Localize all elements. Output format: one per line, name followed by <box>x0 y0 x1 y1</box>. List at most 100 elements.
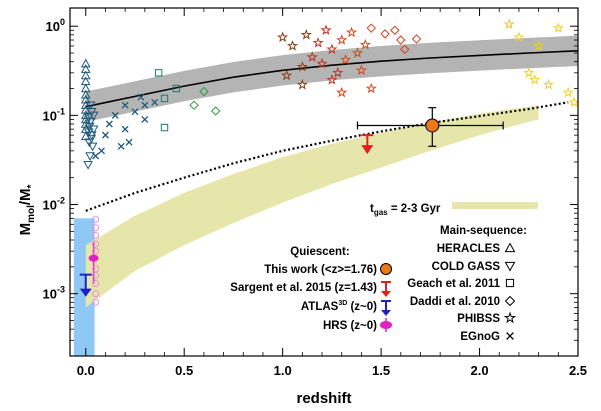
x-tick-label-0: 0.0 <box>77 363 95 378</box>
daddi-et-al-2010-point-5 <box>390 25 400 35</box>
phibss-point-12 <box>340 53 352 65</box>
cold-gass-point-9 <box>85 117 96 127</box>
hrs-galaxy-7 <box>92 280 100 287</box>
legend-marker-1 <box>504 261 516 272</box>
cold-gass-point-0 <box>83 113 94 123</box>
egnog-point-5 <box>137 93 145 101</box>
legend-heracles-label: HERACLES <box>437 243 501 255</box>
phibss-point-1 <box>280 69 293 81</box>
hrs-galaxy-2 <box>92 231 100 239</box>
hrs-galaxy-5 <box>92 265 100 273</box>
phibss-point-18 <box>296 78 308 90</box>
x-tick-label-3: 1.5 <box>372 363 390 378</box>
legend-egnog-label: EGnoG <box>460 331 500 343</box>
phibss-point-28 <box>562 86 574 98</box>
phibss-point-20 <box>336 86 348 98</box>
heracles-point-2 <box>80 70 91 80</box>
phibss-point-15 <box>355 64 368 76</box>
legend-quiescent-title: Quiescent: <box>290 246 349 258</box>
legend-sargent-arrow <box>381 291 391 297</box>
egnog-point-8 <box>125 138 133 146</box>
legend-marker-2 <box>505 278 515 288</box>
phibss-point-17 <box>365 82 377 94</box>
daddi-et-al-2010-point-1 <box>199 86 209 97</box>
hrs-galaxy-1 <box>92 224 100 232</box>
phibss-point-4 <box>300 28 312 40</box>
y-tick-label-3: 100 <box>46 17 65 34</box>
phibss-point-10 <box>332 66 344 78</box>
cold-gass-point-7 <box>83 160 93 170</box>
data-layer <box>79 18 578 306</box>
x-tick-label-2: 1.0 <box>274 363 292 378</box>
axes-layer: 0.0 0.5 1.0 1.5 2.0 2.5 10-3 10-2 10-1 100 <box>43 7 587 378</box>
hrs-galaxy-8 <box>92 290 100 298</box>
legend-markers <box>380 242 517 340</box>
egnog-point-6 <box>141 115 149 123</box>
phibss-point-0 <box>277 31 289 43</box>
cold-gass-point-13 <box>88 111 99 121</box>
phibss-point-7 <box>316 57 328 69</box>
daddi-et-al-2010-point-8 <box>411 34 422 44</box>
x-tick-label-1: 0.5 <box>175 363 193 378</box>
legend-marker-4 <box>503 311 517 324</box>
scaling-relation-band <box>85 35 578 122</box>
tgas-label: tgas = 2-3 Gyr <box>370 203 441 217</box>
legend-marker-5 <box>506 332 514 340</box>
legend-daddi-label: Daddi et al. 2010 <box>410 296 500 308</box>
daddi-et-al-2010-point-7 <box>400 44 410 55</box>
phibss-point-29 <box>568 96 578 108</box>
egnog-point-11 <box>117 142 125 150</box>
daddi-et-al-2010-point-0 <box>189 100 199 110</box>
cold-gass-point-5 <box>87 142 98 152</box>
legend-atlas3d-label: ATLAS3D (z~0) <box>301 300 377 313</box>
egnog-point-2 <box>121 101 129 109</box>
legend-marker-3 <box>504 295 516 307</box>
phibss-point-9 <box>326 43 338 55</box>
phibss-point-5 <box>306 51 318 62</box>
egnog-point-9 <box>98 147 105 155</box>
phibss-point-19 <box>326 74 338 85</box>
hrs-galaxy-9 <box>92 298 100 306</box>
legend-coldgass-label: COLD GASS <box>432 261 501 273</box>
egnog-point-3 <box>121 125 129 133</box>
heracles-point-9 <box>80 110 91 120</box>
egnog-point-10 <box>105 120 113 128</box>
plot-frame <box>69 7 579 357</box>
legend-hrs-marker <box>380 321 392 329</box>
legend-sargent-label: Sargent et al. 2015 (z=1.43) <box>230 282 377 294</box>
phibss-point-26 <box>542 78 554 90</box>
phibss-point-14 <box>351 47 364 58</box>
phibss-point-13 <box>345 26 358 38</box>
y-axis-label: Mmol/M* <box>17 184 37 235</box>
phibss-point-3 <box>296 61 308 72</box>
phibss-point-11 <box>336 34 348 45</box>
phibss-point-21 <box>503 18 515 30</box>
legend-phibss-label: PHIBSS <box>457 313 500 325</box>
phibss-point-16 <box>359 38 371 50</box>
hrs-galaxy-4 <box>92 247 100 255</box>
egnog-point-1 <box>111 111 119 119</box>
hrs-point <box>88 254 99 262</box>
phibss-point-27 <box>552 22 564 33</box>
geach-et-al-2011-point-0 <box>154 69 163 77</box>
cold-gass-point-11 <box>83 128 94 138</box>
geach-et-al-2011-point-1 <box>160 94 169 103</box>
y-tick-label-2: 10-1 <box>43 106 65 123</box>
tgas-legend-swatch <box>452 202 538 209</box>
daddi-et-al-2010-point-3 <box>366 23 376 33</box>
hrs-galaxy-0 <box>92 216 100 223</box>
phibss-point-6 <box>312 37 324 48</box>
heracles-point-5 <box>80 89 91 99</box>
legend-this-work-marker <box>380 263 392 275</box>
x-axis-label: redshift <box>296 390 351 407</box>
sargent-limit-arrow <box>361 145 374 155</box>
egnog-point-7 <box>151 98 159 106</box>
cold-gass-point-1 <box>85 101 96 111</box>
daddi-et-al-2010-point-4 <box>380 29 390 39</box>
egnog-point-4 <box>131 108 139 116</box>
phibss-point-2 <box>286 40 299 51</box>
phibss-point-23 <box>523 66 535 78</box>
legend-geach-label: Geach et al. 2011 <box>407 278 500 290</box>
cold-gass-point-10 <box>88 125 99 135</box>
